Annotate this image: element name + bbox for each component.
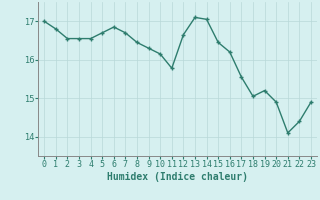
X-axis label: Humidex (Indice chaleur): Humidex (Indice chaleur) (107, 172, 248, 182)
